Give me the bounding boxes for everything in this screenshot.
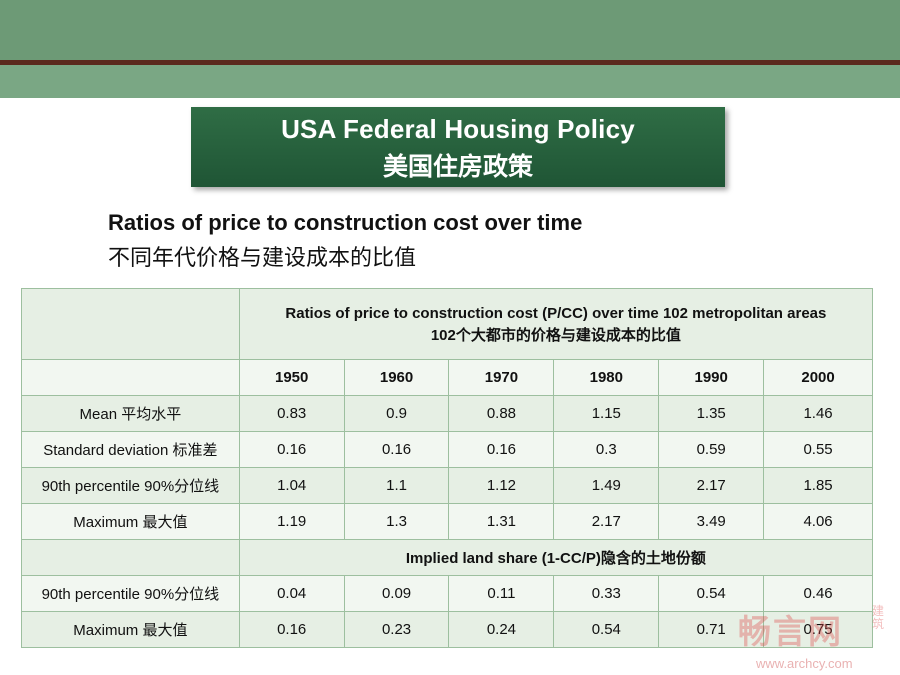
table-row: Standard deviation 标准差 0.16 0.16 0.16 0.… [21, 431, 873, 468]
implied-header-row: Implied land share (1-CC/P)隐含的土地份额 [21, 539, 874, 576]
table-cell: 1.1 [343, 467, 450, 504]
table-cell: 1.46 [763, 395, 873, 432]
row-label: Maximum 最大值 [21, 611, 240, 648]
table-caption-cn: 102个大都市的价格与建设成本的比值 [430, 326, 681, 344]
header-band [0, 0, 900, 60]
table-cell: 0.3 [553, 431, 660, 468]
table-row: Mean 平均水平 0.83 0.9 0.88 1.15 1.35 1.46 [21, 395, 873, 432]
table-cell: 1.15 [553, 395, 660, 432]
table-cell: 2.17 [553, 503, 660, 540]
table-cell: 1.85 [763, 467, 873, 504]
year-header: 1980 [553, 359, 660, 396]
table-cell: 0.11 [448, 575, 555, 612]
caption-row: Ratios of price to construction cost (P/… [21, 288, 874, 360]
year-header: 1970 [448, 359, 555, 396]
table-cell: 1.12 [448, 467, 555, 504]
table-cell: 0.23 [343, 611, 450, 648]
table-cell: 0.59 [658, 431, 765, 468]
table-caption-en: Ratios of price to construction cost (P/… [285, 304, 827, 322]
watermark-url: www.archcy.com [756, 656, 853, 671]
slide-title-cn: 美国住房政策 [382, 153, 533, 181]
header-divider [0, 60, 900, 65]
table-cell: 0.09 [343, 575, 450, 612]
watermark-side-text: 建筑 [872, 604, 885, 631]
table-cell: 3.49 [658, 503, 765, 540]
table-cell: 0.04 [238, 575, 345, 612]
row-label: 90th percentile 90%分位线 [21, 575, 240, 612]
empty-year-label-cell [21, 359, 240, 396]
table-cell: 0.24 [448, 611, 555, 648]
subtitle-cn: 不同年代价格与建设成本的比值 [108, 245, 417, 270]
table-cell: 0.55 [763, 431, 873, 468]
table-cell: 0.16 [238, 611, 345, 648]
table-cell: 0.75 [763, 611, 873, 648]
year-header-row: 1950 1960 1970 1980 1990 2000 [21, 359, 873, 396]
ratio-table: Ratios of price to construction cost (P/… [21, 288, 874, 648]
table-row: 90th percentile 90%分位线 1.04 1.1 1.12 1.4… [21, 467, 873, 504]
table-row: 90th percentile 90%分位线 0.04 0.09 0.11 0.… [21, 575, 873, 612]
year-header: 1990 [658, 359, 765, 396]
table-cell: 1.04 [238, 467, 345, 504]
table-cell: 0.16 [448, 431, 555, 468]
table-cell: 1.31 [448, 503, 555, 540]
row-label: Mean 平均水平 [21, 395, 240, 432]
implied-land-share-caption: Implied land share (1-CC/P)隐含的土地份额 [238, 539, 874, 576]
slide-title-box: USA Federal Housing Policy 美国住房政策 [191, 107, 725, 187]
table-cell: 0.54 [658, 575, 765, 612]
table-cell: 1.35 [658, 395, 765, 432]
header-band-lower [0, 65, 900, 98]
table-cell: 0.88 [448, 395, 555, 432]
subtitle-en: Ratios of price to construction cost ove… [108, 210, 583, 235]
table-cell: 0.54 [553, 611, 660, 648]
year-header: 2000 [763, 359, 873, 396]
table-cell: 0.71 [658, 611, 765, 648]
row-label: 90th percentile 90%分位线 [21, 467, 240, 504]
table-row: Maximum 最大值 1.19 1.3 1.31 2.17 3.49 4.06 [21, 503, 873, 540]
table-cell: 0.16 [238, 431, 345, 468]
table-cell: 2.17 [658, 467, 765, 504]
row-label: Maximum 最大值 [21, 503, 240, 540]
year-header: 1950 [238, 359, 345, 396]
row-label: Standard deviation 标准差 [21, 431, 240, 468]
year-header: 1960 [343, 359, 450, 396]
table-cell: 1.3 [343, 503, 450, 540]
table-cell: 0.46 [763, 575, 873, 612]
table-cell: 0.33 [553, 575, 660, 612]
table-cell: 0.16 [343, 431, 450, 468]
table-cell: 0.83 [238, 395, 345, 432]
table-cell: 1.19 [238, 503, 345, 540]
table-cell: 4.06 [763, 503, 873, 540]
table-caption: Ratios of price to construction cost (P/… [238, 288, 874, 360]
empty-header-cell [21, 288, 240, 360]
empty-implied-label-cell [21, 539, 240, 576]
table-cell: 0.9 [343, 395, 450, 432]
table-cell: 1.49 [553, 467, 660, 504]
watermark-logo: 畅言网 [738, 613, 843, 650]
table-row: Maximum 最大值 0.16 0.23 0.24 0.54 0.71 0.7… [21, 611, 873, 648]
slide-title-en: USA Federal Housing Policy [281, 114, 635, 144]
